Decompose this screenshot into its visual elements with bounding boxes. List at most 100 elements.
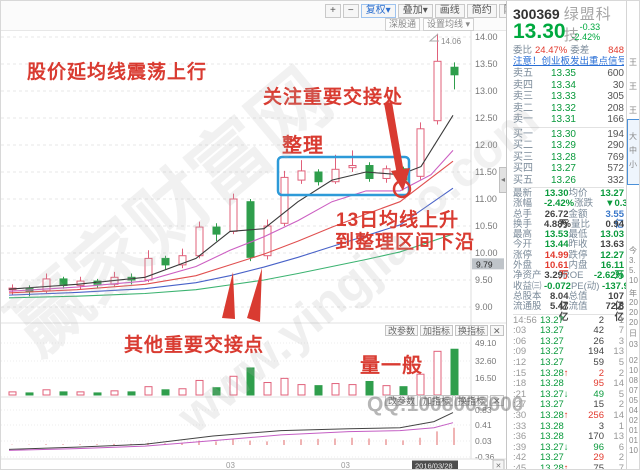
stat-value: 4.88% (544, 218, 571, 230)
tick-price: 13.28 (540, 378, 564, 390)
stat-label: 总股本 (513, 290, 542, 302)
clipped-fragment-12: 20 (629, 308, 638, 317)
tick-volume: 3 (598, 420, 604, 432)
tick-count: 6 (618, 441, 624, 453)
toolbar-button-5[interactable]: 简约 (466, 4, 497, 18)
ask-queue: 卖五 13.35 600 卖四 13.34 30 卖三 13.33 305 卖二 13.32 208 卖… (513, 68, 624, 126)
indicator-button[interactable]: 换指标 (455, 395, 489, 406)
ask-row: 卖三 13.33 305 (513, 91, 624, 103)
tick-time: 14:56 (513, 314, 537, 326)
stat-label: 流值 (568, 301, 588, 313)
ask-label: 卖四 (513, 79, 533, 91)
annotation-2: 整理 (282, 135, 324, 157)
weibi-label: 委比 (513, 45, 533, 56)
ask-volume: 166 (607, 114, 624, 125)
svg-text:03: 03 (341, 461, 350, 470)
notice-link[interactable]: 注意！创业板发出重点信号？ (513, 56, 624, 67)
candlesticks (8, 33, 459, 297)
bid-price: 13.30 (550, 128, 576, 140)
toolbar-button-1[interactable]: − (342, 4, 359, 18)
tick-count: 3 (618, 335, 624, 347)
svg-text:11.50: 11.50 (475, 167, 497, 177)
bid-label: 买三 (513, 151, 533, 163)
tick-price: 13.28 (540, 431, 564, 443)
tick-count: 1 (618, 420, 624, 432)
clipped-fragment-17: 10 (629, 366, 638, 375)
indicator-button[interactable]: 加指标 (420, 395, 454, 406)
tick-time: :30 (513, 409, 527, 421)
clipped-fragment-25: 10 (629, 446, 638, 455)
toolbar-tags: 深股通 设置均线 ▾ (385, 18, 475, 31)
tick-time: :12 (513, 356, 527, 368)
indicator-button[interactable]: 换指标 (455, 325, 489, 336)
stat-value: 13.63 (600, 239, 624, 251)
kline-canvas: 14.00 13.50 13.00 12.50 12.00 11.50 11.00 10.50… (1, 31, 506, 470)
clipped-fragment-3: 大 (629, 132, 637, 141)
stat-value: -0.072 (544, 280, 571, 292)
bid-label: 买一 (513, 128, 533, 140)
stat-row: 总股本 8.04亿 总值 107亿 (513, 291, 624, 311)
stat-value: -137.98 (601, 280, 635, 292)
tick-time: :27 (513, 399, 527, 411)
axis-price-badge: 9.79 (472, 258, 504, 270)
indicator-toolbar-0: 改参数 加指标 换指标 ✕ (385, 325, 504, 336)
clipped-fragment-8: 5. (629, 266, 636, 275)
stock-code: 300369 (513, 6, 560, 22)
tick-list[interactable]: 14:56 13.27 2 1:03 13.27 42 7:06 13.27 26 3:09 13.… (513, 314, 624, 470)
stat-label: 外盘 (513, 260, 533, 272)
tick-row: :36 13.28 170 13 (513, 431, 624, 443)
divider (513, 126, 624, 128)
indicator-button[interactable]: 改参数 (385, 325, 419, 336)
annotation-3: 13日均线上升 (336, 210, 460, 231)
clipped-fragment-11: 20 (629, 298, 638, 307)
svg-text:0.03: 0.03 (475, 436, 492, 446)
tick-time: :18 (513, 378, 527, 390)
clipped-fragment-20: 05 (629, 396, 638, 405)
svg-text:0.83: 0.83 (475, 405, 492, 415)
toolbar-tag-0[interactable]: 深股通 (385, 18, 421, 31)
tick-volume: 194 (588, 346, 604, 358)
ask-row: 卖二 13.32 208 (513, 103, 624, 115)
tick-row: :03 13.27 42 7 (513, 326, 624, 337)
toolbar-tag-1[interactable]: 设置均线 ▾ (423, 18, 475, 31)
close-icon[interactable] (492, 459, 505, 470)
toolbar-button-4[interactable]: 画线 (434, 4, 465, 18)
tick-count: 2 (618, 399, 624, 411)
tick-volume: 256 (588, 409, 604, 421)
svg-text:14.06: 14.06 (441, 37, 462, 46)
ask-volume: 30 (612, 79, 624, 91)
bid-price: 13.27 (550, 163, 576, 174)
toolbar-button-2[interactable]: 复权▾ (360, 4, 396, 18)
stat-row: 总手 26.72万 金额 3.55亿 (513, 209, 624, 229)
ask-row: 卖五 13.35 600 (513, 68, 624, 80)
stat-row: 最高 13.53 最低 13.03 (513, 229, 624, 241)
stat-row: 收益㈢ -0.072 PE(动) -137.98 (513, 280, 634, 292)
stat-label: 总手 (513, 208, 533, 220)
clipped-fragment-24: 01 (629, 436, 638, 445)
indicator-button[interactable]: 加指标 (420, 325, 454, 336)
ask-price: 13.31 (550, 114, 576, 125)
annotation-4: 到整理区间下沿 (335, 232, 476, 253)
tick-count: 2 (618, 367, 624, 379)
clipped-fragment-21: 04 (629, 406, 638, 415)
tick-price: 13.28↑ (540, 462, 569, 470)
ask-label: 卖二 (513, 102, 533, 114)
tick-row: :12 13.27 59 5 (513, 356, 624, 369)
indicator-button[interactable]: 改参数 (385, 395, 419, 406)
indicator-button[interactable]: ✕ (490, 395, 504, 406)
ask-volume: 600 (607, 68, 624, 79)
stat-label: 涨跌 (574, 198, 594, 210)
toolbar-button-0[interactable]: + (325, 4, 341, 18)
tick-price: 13.28↑ (540, 409, 569, 421)
stat-label: 昨收 (568, 239, 588, 251)
weicha-value: 848 (608, 45, 624, 56)
kline-chart[interactable]: 14.00 13.50 13.00 12.50 12.00 11.50 11.00 10.50… (1, 1, 506, 470)
tick-volume: 26 (593, 335, 604, 347)
tick-volume: 2 (598, 314, 604, 326)
bid-price: 13.28 (550, 151, 576, 163)
panel-collapse-handle[interactable]: ◂ (499, 167, 507, 193)
stat-value: 13.53 (544, 229, 569, 241)
indicator-button[interactable]: ✕ (490, 325, 504, 336)
toolbar-button-3[interactable]: 叠加▾ (397, 4, 433, 18)
bid-price: 13.29 (550, 140, 576, 151)
